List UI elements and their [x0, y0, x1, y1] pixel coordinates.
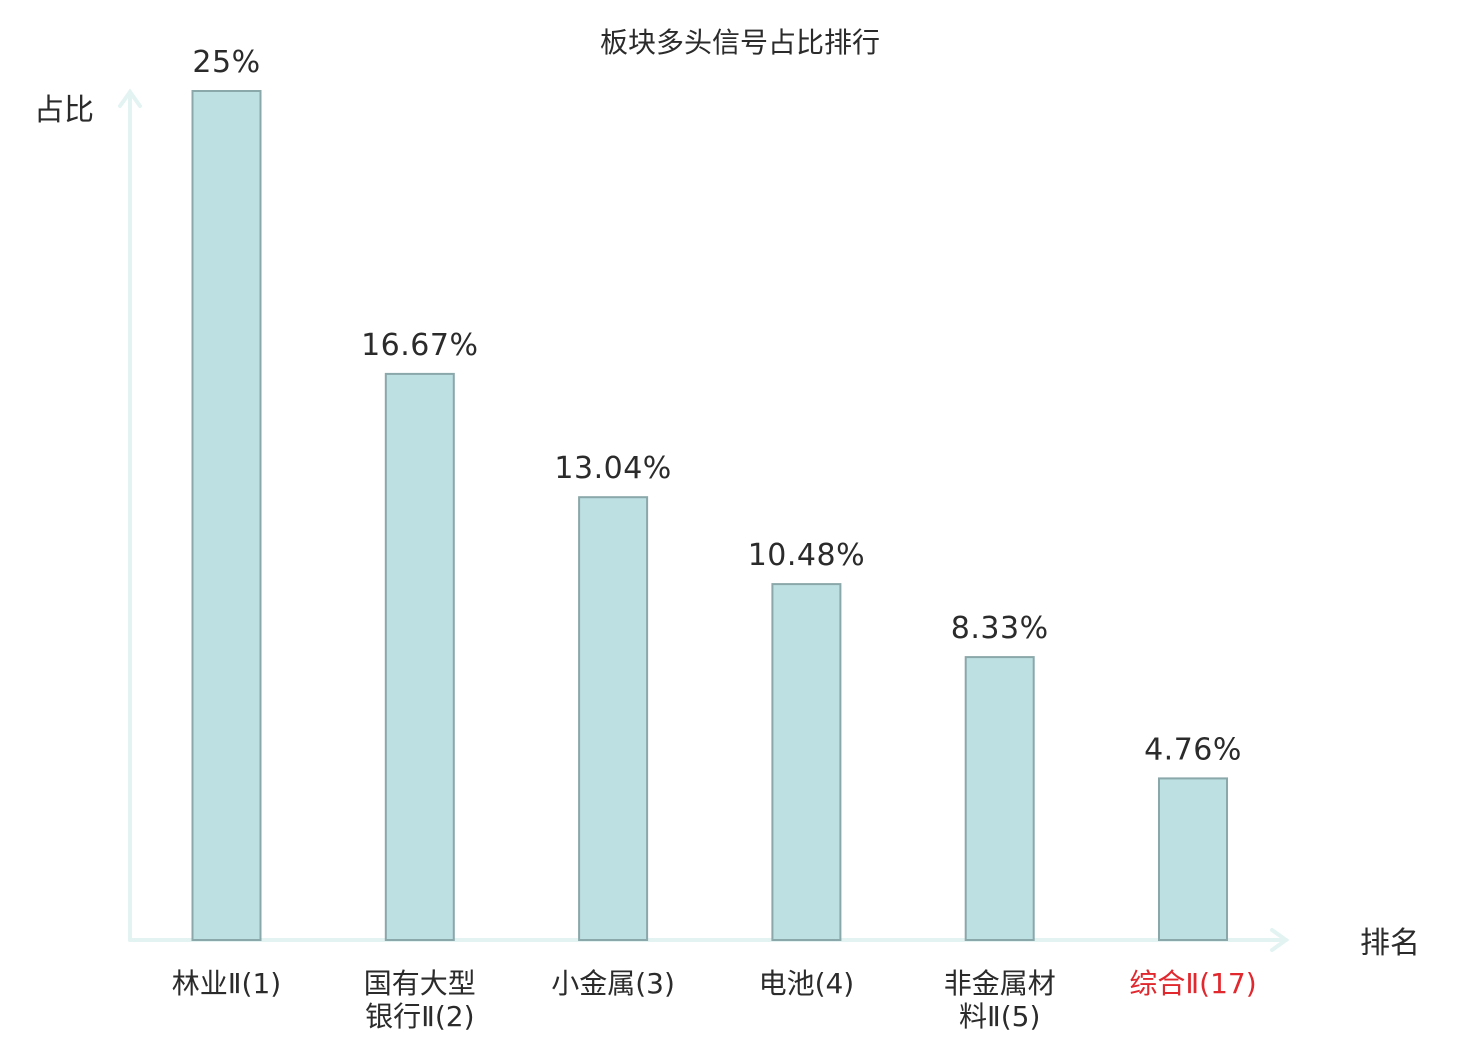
category-label-1: 林业Ⅱ(1)	[172, 967, 281, 1000]
chart-title: 板块多头信号占比排行	[600, 26, 880, 59]
x-axis-label: 排名	[1360, 926, 1420, 961]
bar-value-label-1: 25%	[192, 45, 260, 80]
category-label-4: 电池(4)	[759, 967, 855, 1000]
value-labels-group: 25% 16.67% 13.04% 10.48% 8.33% 4.76%	[192, 45, 1242, 767]
category-label-line: 小金属(3)	[551, 967, 675, 1000]
bar-1	[191, 90, 262, 941]
category-label-line: 银行Ⅱ(2)	[365, 1000, 474, 1033]
bar-4	[771, 583, 842, 941]
bar-value-label-6: 4.76%	[1144, 732, 1242, 767]
x-axis-arrow-icon	[1270, 928, 1290, 952]
category-labels-group: 林业Ⅱ(1) 国有大型银行Ⅱ(2) 小金属(3) 电池(4) 非金属材料Ⅱ(5) 综合Ⅱ(…	[172, 967, 1257, 1033]
bar-6	[1158, 777, 1228, 942]
bar-value-label-4: 10.48%	[748, 538, 865, 573]
category-label-line: 电池(4)	[759, 967, 855, 1000]
category-label-line: 国有大型	[364, 967, 476, 1000]
bar-value-label-5: 8.33%	[951, 611, 1049, 646]
category-label-line: 林业Ⅱ(1)	[172, 967, 281, 1000]
category-label-line: 料Ⅱ(5)	[959, 1000, 1040, 1033]
category-label-line: 综合Ⅱ(17)	[1129, 967, 1256, 1000]
y-axis-label: 占比	[34, 93, 94, 128]
category-label-line: 非金属材	[944, 967, 1056, 1000]
category-label-5: 非金属材料Ⅱ(5)	[944, 967, 1056, 1033]
bars-group	[191, 90, 1228, 942]
bar-2	[384, 372, 455, 941]
bar-value-label-3: 13.04%	[554, 451, 671, 486]
bar-value-label-2: 16.67%	[361, 328, 478, 363]
bar-5	[964, 656, 1035, 941]
y-axis-arrow-icon	[118, 88, 142, 108]
category-label-2: 国有大型银行Ⅱ(2)	[364, 967, 476, 1033]
category-label-6: 综合Ⅱ(17)	[1129, 967, 1256, 1000]
category-label-3: 小金属(3)	[551, 967, 675, 1000]
bar-3	[578, 496, 649, 941]
